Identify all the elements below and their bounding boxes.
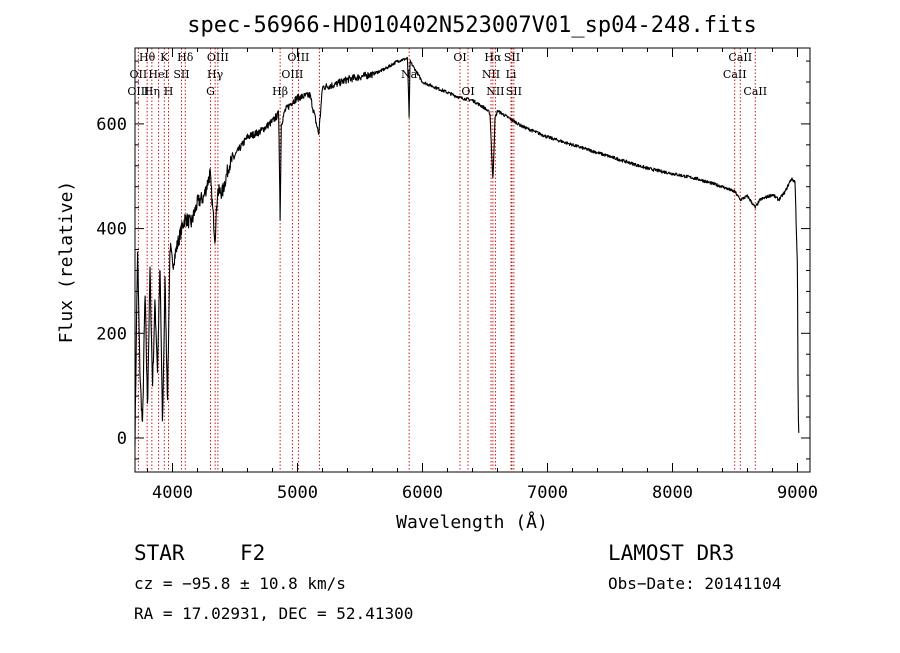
- spectral-line-label: OIII: [287, 51, 309, 64]
- spectral-line-label: OI: [461, 85, 474, 98]
- spectral-line-label: OIII: [281, 68, 303, 81]
- spectral-line-label: K: [160, 51, 169, 64]
- obs-date: Obs−Date: 20141104: [608, 574, 781, 593]
- y-tick-label: 200: [96, 324, 127, 344]
- x-tick-label: 6000: [402, 483, 443, 503]
- spectral-line-label: NII: [486, 85, 504, 98]
- spectral-line-markers: [137, 48, 756, 472]
- spectral-line-label: OIII: [127, 85, 149, 98]
- y-axis-ticks: 0 200 400 600: [96, 60, 810, 460]
- survey-name: LAMOST DR3: [608, 541, 734, 565]
- plot-frame: [134, 47, 811, 473]
- object-subclass: F2: [240, 541, 265, 565]
- spectral-line-label: H: [164, 85, 174, 98]
- spectral-line-label: Hβ: [272, 85, 288, 98]
- spectral-line-label: G: [206, 85, 215, 98]
- spectral-line-label: CaII: [723, 68, 747, 81]
- x-tick-label: 4000: [152, 483, 193, 503]
- spectral-line-label: CaII: [743, 85, 767, 98]
- spectral-line-label: OIII: [207, 51, 229, 64]
- spectral-line-label: Li: [506, 68, 517, 81]
- y-tick-label: 600: [96, 115, 127, 135]
- spectral-line-label: Hγ: [207, 68, 224, 81]
- flux-series-line: [134, 56, 800, 446]
- spectral-line-label: OII: [130, 68, 148, 81]
- spectral-line-label: CaII: [728, 51, 752, 64]
- spectral-line-label: HeI: [148, 68, 168, 81]
- spectral-line-label: Hθ: [139, 51, 156, 64]
- spectral-line-label: Hα: [484, 51, 502, 64]
- x-tick-label: 8000: [652, 483, 693, 503]
- object-type: STAR: [134, 541, 185, 565]
- y-axis-label: Flux (relative): [56, 181, 77, 344]
- chart-title: spec-56966-HD010402N523007V01_sp04-248.f…: [187, 13, 757, 38]
- spectral-line-label: SII: [504, 51, 520, 64]
- y-tick-label: 0: [117, 429, 127, 449]
- spectral-line-label: OI: [453, 51, 466, 64]
- x-axis-ticks: 4000 5000 6000 7000 8000 9000: [147, 48, 818, 503]
- spectral-line-label: Hδ: [177, 51, 194, 64]
- redshift-cz: cz = −95.8 ± 10.8 km/s: [134, 574, 346, 593]
- spectral-line-label: NII: [482, 68, 500, 81]
- x-tick-label: 7000: [527, 483, 568, 503]
- x-tick-label: 9000: [777, 483, 818, 503]
- spectral-line-label: SII: [173, 68, 189, 81]
- coordinates: RA = 17.02931, DEC = 52.41300: [134, 604, 413, 623]
- spectral-line-label: Hη: [144, 85, 160, 98]
- spectral-line-label: SII: [506, 85, 522, 98]
- x-axis-label: Wavelength (Å): [396, 511, 548, 533]
- x-tick-label: 5000: [277, 483, 318, 503]
- y-tick-label: 400: [96, 220, 127, 240]
